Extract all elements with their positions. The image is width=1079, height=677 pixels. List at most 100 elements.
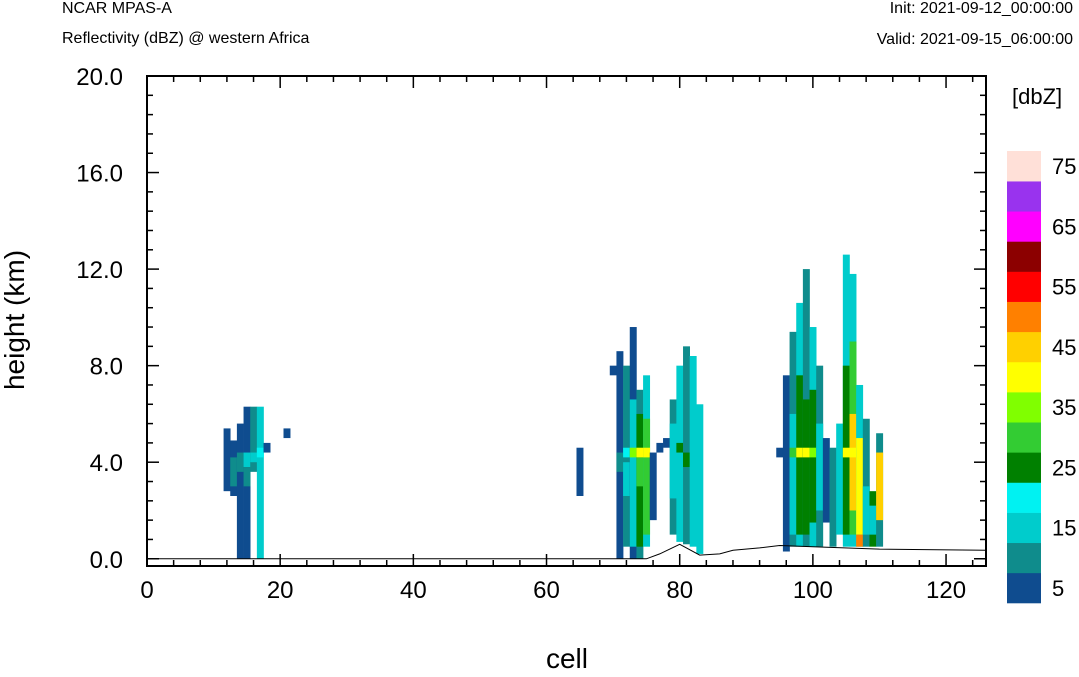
colorbar-swatch [1007,422,1041,453]
reflectivity-cell [669,423,677,499]
reflectivity-cell [809,447,817,458]
x-axis-title: cell [546,643,588,674]
reflectivity-cell [782,375,790,552]
reflectivity-cell [643,418,651,535]
reflectivity-cell [802,399,810,535]
y-tick-label: 0.0 [90,547,123,574]
reflectivity-cell [256,447,264,458]
reflectivity-cell [869,505,877,535]
reflectivity-cell [802,447,810,458]
x-tick-label: 20 [267,577,294,604]
x-tick-label: 40 [400,577,427,604]
y-tick-label: 8.0 [90,354,123,381]
y-tick-label: 16.0 [76,161,123,188]
reflectivity-cell [689,356,697,547]
y-tick-label: 4.0 [90,450,123,477]
x-tick-label: 0 [140,577,153,604]
y-tick-label: 12.0 [76,257,123,284]
reflectivity-cell [236,452,244,472]
reflectivity-cell [862,418,870,547]
reflectivity-cell [283,428,291,439]
reflectivity-cell [683,346,690,545]
reflectivity-cell [842,447,850,458]
colorbar-swatch [1007,392,1041,423]
reflectivity-cell [243,467,251,487]
reflectivity-cell [629,447,637,458]
colorbar-swatch [1007,542,1041,574]
colorbar-swatch [1007,241,1041,272]
valid-time: Valid: 2021-09-15_06:00:00 [876,31,1073,48]
reflectivity-cell [223,428,231,492]
axis-ticks [146,75,986,566]
colorbar [1007,151,1041,604]
reflectivity-cell [696,404,704,554]
reflectivity-cell [250,406,258,472]
colorbar-label: 35 [1052,395,1076,420]
colorbar-swatch [1007,512,1041,544]
reflectivity-cell [649,452,657,521]
reflectivity-cell [676,365,684,542]
y-axis-title: height (km) [0,250,30,390]
reflectivity-cell [643,447,651,458]
x-tick-label: 100 [793,577,833,604]
reflectivity-cell [849,413,857,511]
reflectivity-cell [836,423,844,535]
reflectivity-cell [230,457,238,487]
colorbar-swatch [1007,482,1041,513]
colorbar-swatch [1007,211,1041,242]
colorbar-swatch [1007,361,1041,393]
colorbar-swatch [1007,271,1041,302]
reflectivity-cell [656,442,664,453]
reflectivity-cell [663,438,671,448]
reflectivity-cell [676,442,684,453]
reflectivity-cell [816,423,824,511]
colorbar-title: [dbZ] [1012,84,1062,109]
reflectivity-cell [623,447,631,458]
colorbar-swatch [1007,151,1041,182]
colorbar-label: 45 [1052,335,1076,360]
reflectivity-cell [789,413,797,535]
colorbar-swatch [1007,452,1041,483]
colorbar-swatch [1007,181,1041,212]
colorbar-label: 5 [1052,576,1064,601]
reflectivity-cell [629,399,637,547]
colorbar-label: 25 [1052,455,1076,480]
reflectivity-cell [623,462,631,496]
colorbar-swatch [1007,572,1041,604]
reflectivity-cell [236,423,244,559]
reflectivity-cell [856,534,864,547]
reflectivity-cell [822,438,830,523]
field-title: Reflectivity (dBZ) @ western Africa [62,30,310,47]
colorbar-label: 15 [1052,516,1076,541]
reflectivity-cell [849,447,857,458]
reflectivity-cell [796,447,804,458]
colorbar-swatch [1007,301,1041,333]
reflectivity-cells [223,254,884,559]
reflectivity-cell [876,452,884,521]
reflectivity-cell [862,486,870,535]
reflectivity-cell [263,442,271,453]
reflectivity-cell [636,447,644,458]
colorbar-label: 75 [1052,154,1076,179]
plot-frame [146,75,987,567]
reflectivity-cell [256,406,264,559]
reflectivity-cell [829,447,837,547]
terrain-line [147,543,987,560]
y-tick-label: 20.0 [76,64,123,91]
reflectivity-cell [789,447,797,458]
reflectivity-cell [243,452,251,468]
init-time: Init: 2021-09-12_00:00:00 [889,0,1073,17]
reflectivity-cell [609,365,617,376]
x-tick-label: 80 [666,577,693,604]
model-title: NCAR MPAS-A [62,0,172,17]
colorbar-label: 65 [1052,214,1076,239]
reflectivity-cell [576,447,584,496]
reflectivity-cell [636,457,644,487]
colorbar-label: 55 [1052,275,1076,300]
reflectivity-cell [856,438,864,535]
reflectivity-cell [616,452,624,472]
reflectivity-cell [683,452,690,468]
x-tick-label: 120 [926,577,966,604]
x-tick-label: 60 [533,577,560,604]
